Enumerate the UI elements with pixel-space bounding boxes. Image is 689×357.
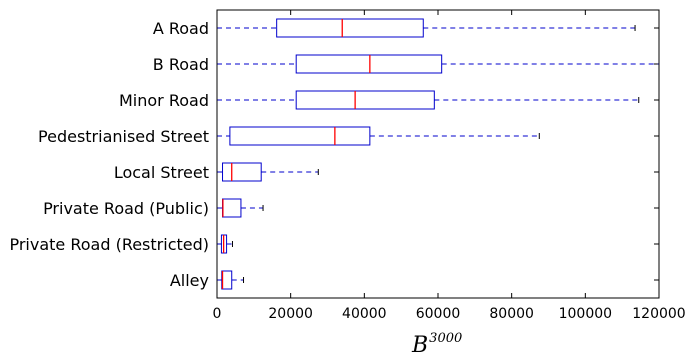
x-tick-label: 20000 bbox=[268, 306, 313, 322]
box-private-road-restricted bbox=[216, 234, 233, 254]
x-ticks bbox=[216, 10, 660, 298]
x-tick-label: 0 bbox=[213, 306, 222, 322]
box-a-road bbox=[216, 18, 636, 38]
iqr-box bbox=[221, 270, 233, 290]
box-b-road bbox=[216, 54, 660, 74]
category-label: Private Road (Public) bbox=[43, 199, 209, 218]
box-alley bbox=[216, 270, 245, 290]
boxes bbox=[216, 18, 660, 290]
iqr-box bbox=[229, 126, 371, 146]
category-label: Minor Road bbox=[119, 91, 209, 110]
box-minor-road bbox=[216, 90, 640, 110]
x-tick-label: 100000 bbox=[559, 306, 612, 322]
iqr-box bbox=[295, 90, 435, 110]
category-label: Pedestrianised Street bbox=[38, 127, 209, 146]
x-tick-label: 120000 bbox=[632, 306, 685, 322]
category-label: A Road bbox=[153, 19, 209, 38]
plot-frame bbox=[216, 9, 660, 299]
x-axis-title: B3000 bbox=[411, 331, 462, 357]
iqr-box bbox=[222, 162, 262, 182]
category-label: Local Street bbox=[114, 163, 209, 182]
category-label: Alley bbox=[170, 271, 209, 290]
box-private-road-public bbox=[216, 198, 264, 218]
box-pedestrianised-street bbox=[216, 126, 540, 146]
x-tick-label: 40000 bbox=[342, 306, 387, 322]
category-labels: A Road B Road Minor Road Pedestrianised Str… bbox=[9, 19, 209, 290]
iqr-box bbox=[276, 18, 424, 38]
x-tick-labels: 0 20000 40000 60000 80000 100000 120000 bbox=[213, 306, 686, 322]
box-local-street bbox=[216, 162, 319, 182]
iqr-box bbox=[222, 198, 242, 218]
category-label: B Road bbox=[153, 55, 209, 74]
x-tick-label: 80000 bbox=[489, 306, 534, 322]
iqr-box bbox=[295, 54, 443, 74]
x-tick-label: 60000 bbox=[416, 306, 461, 322]
category-label: Private Road (Restricted) bbox=[9, 235, 209, 254]
